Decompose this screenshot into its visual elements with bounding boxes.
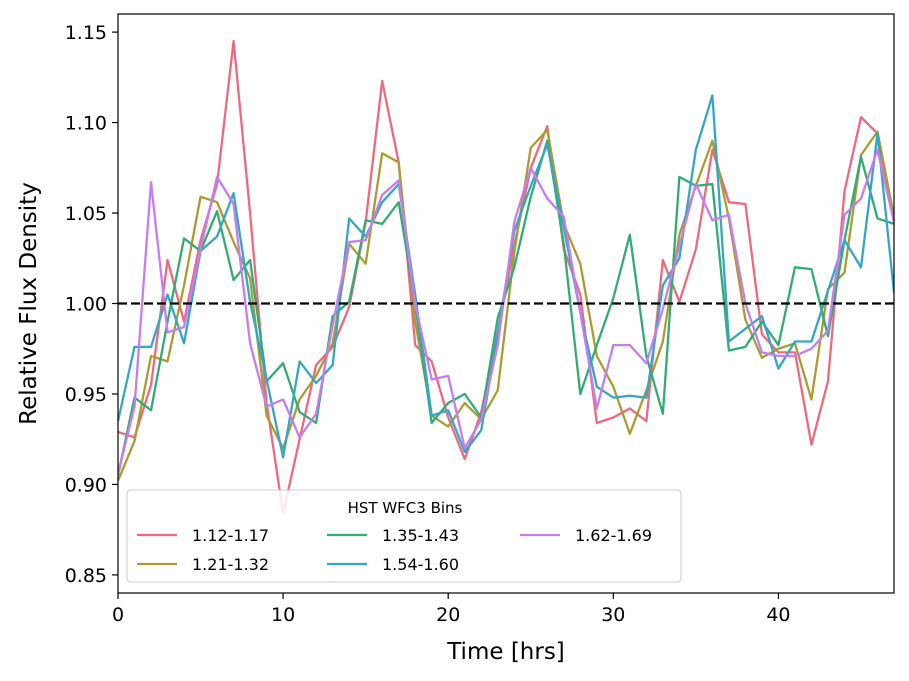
legend-box <box>126 489 682 583</box>
legend-entry-label: 1.62-1.69 <box>575 526 652 545</box>
legend-entry-label: 1.35-1.43 <box>382 526 459 545</box>
series-line-3 <box>118 139 894 476</box>
y-tick-label: 0.90 <box>65 474 107 496</box>
x-tick-label: 0 <box>112 604 124 626</box>
x-tick-label: 20 <box>436 604 460 626</box>
legend-entry-label: 1.21-1.32 <box>192 555 269 574</box>
series-line-5 <box>118 148 894 474</box>
axes: 0 10 20 30 40 0.85 0.90 0.95 1.00 1.05 1.10 1.15 <box>65 13 895 626</box>
y-tick-label: 0.95 <box>65 384 107 406</box>
x-tick-label: 30 <box>601 604 625 626</box>
y-tick-label: 1.05 <box>65 203 107 225</box>
y-tick-label: 1.10 <box>65 113 107 135</box>
x-tick-label: 10 <box>271 604 295 626</box>
x-tick-label: 40 <box>766 604 790 626</box>
legend: HST WFC3 Bins 1.12-1.17 1.21-1.32 1.35-1.43… <box>126 489 682 583</box>
legend-entry-label: 1.54-1.60 <box>382 555 459 574</box>
y-tick-label: 1.00 <box>65 294 107 316</box>
plot-marks <box>118 39 894 515</box>
y-tick-label: 1.15 <box>65 22 107 44</box>
legend-title: HST WFC3 Bins <box>348 499 463 517</box>
legend-entry-label: 1.12-1.17 <box>192 526 269 545</box>
y-tick-label: 0.85 <box>65 565 107 587</box>
y-axis-label: Relative Flux Density <box>16 182 42 425</box>
x-axis-label: Time [hrs] <box>446 639 565 665</box>
series-line-2 <box>118 128 894 482</box>
